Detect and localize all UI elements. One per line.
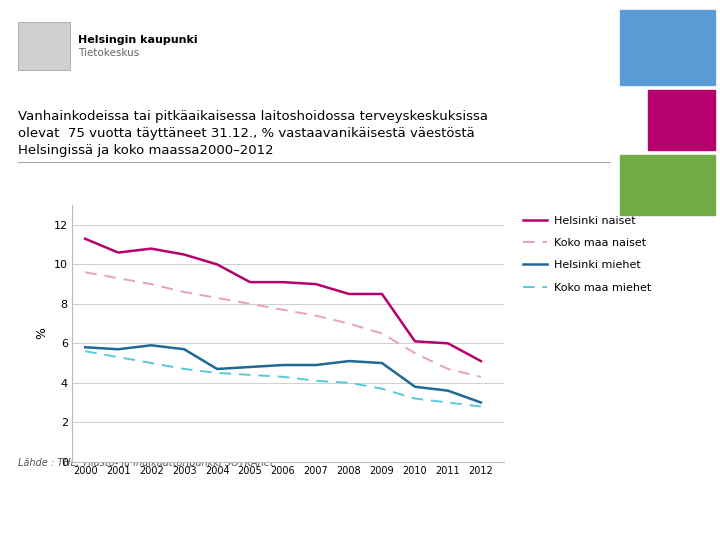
Text: 14.10.2013: 14.10.2013 (11, 518, 71, 528)
Text: Vanhainkodeissa tai pitkäaikaisessa laitoshoidossa terveyskeskuksissa: Vanhainkodeissa tai pitkäaikaisessa lait… (18, 110, 488, 123)
Text: Helsingissä ja koko maassa2000–2012: Helsingissä ja koko maassa2000–2012 (18, 144, 274, 157)
FancyBboxPatch shape (18, 22, 70, 70)
Text: Lähde : THL, Tilasto- ja indikaattoripankki SOTKAnet.: Lähde : THL, Tilasto- ja indikaattoripan… (18, 458, 276, 468)
Bar (648, 90, 715, 150)
Text: olevat  75 vuotta täyttäneet 31.12., % vastaavanikäisestä väestöstä: olevat 75 vuotta täyttäneet 31.12., % va… (18, 127, 474, 140)
Bar (620, 155, 715, 215)
Y-axis label: %: % (35, 327, 48, 340)
Text: 12: 12 (696, 518, 709, 528)
Text: Tietokeskus: Tietokeskus (78, 48, 139, 58)
Bar (620, 10, 715, 85)
Text: Helsingin kaupunki: Helsingin kaupunki (78, 35, 197, 45)
Legend: Helsinki naiset, Koko maa naiset, Helsinki miehet, Koko maa miehet: Helsinki naiset, Koko maa naiset, Helsin… (523, 216, 651, 293)
Text: Naisten ja miesten tasa-arvo Helsingissä: Naisten ja miesten tasa-arvo Helsingissä (302, 518, 516, 528)
